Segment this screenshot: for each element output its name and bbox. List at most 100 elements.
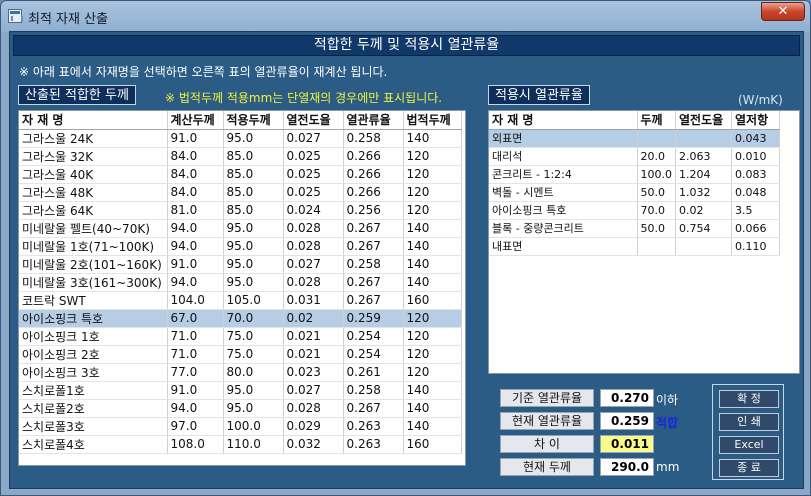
table-cell: 75.0: [223, 327, 284, 346]
table-row[interactable]: 블록 - 중량콘크리트 50.0 0.754 0.066: [489, 219, 780, 238]
legal-thickness-note: ※ 법적두께 적용mm는 단열재의 경우에만 표시됩니다.: [165, 91, 443, 105]
table-cell: 140: [403, 219, 462, 238]
table-cell: 스치로폴1호: [19, 381, 168, 400]
table-cell: 0.267: [343, 237, 404, 256]
table-cell: 120: [403, 183, 462, 202]
base-u-value-label: 기준 열관류율: [500, 389, 594, 407]
table-cell: 1.032: [675, 183, 732, 202]
table-cell: 95.0: [223, 129, 284, 148]
table-cell: 0.027: [283, 381, 344, 400]
table-row[interactable]: 벽돌 - 시멘트 50.0 1.032 0.048: [489, 183, 780, 202]
table-row[interactable]: 아이소핑크 1호 71.0 75.0 0.021 0.254 120: [19, 327, 462, 346]
table-row[interactable]: 미네랄울 3호(161~300K) 94.0 95.0 0.028 0.267 140: [19, 273, 462, 292]
thickness-unit: mm: [656, 460, 680, 474]
table-cell: 0.021: [283, 327, 344, 346]
column-header[interactable]: 열저항: [731, 111, 780, 130]
table-cell: 95.0: [223, 219, 284, 238]
table-cell: 0.754: [675, 219, 732, 238]
table-row[interactable]: 그라스울 24K 91.0 95.0 0.027 0.258 140: [19, 129, 462, 148]
table-cell: 84.0: [167, 165, 224, 184]
table-row[interactable]: 그라스울 48K 84.0 85.0 0.025 0.266 120: [19, 183, 462, 202]
base-u-value-suffix: 이하: [656, 393, 679, 407]
table-row[interactable]: 스치로폴2호 94.0 95.0 0.028 0.267 140: [19, 399, 462, 418]
table-cell: 콘크리트 - 1:2:4: [489, 165, 638, 184]
table-cell: 100.0: [223, 417, 284, 436]
client-area: 적합한 두께 및 적용시 열관류율 ※ 아래 표에서 자재명을 선택하면 오른쪽…: [9, 31, 804, 489]
table-row[interactable]: 미네랄울 2호(101~160K) 91.0 95.0 0.027 0.258 140: [19, 255, 462, 274]
table-row[interactable]: 그라스울 64K 81.0 85.0 0.024 0.256 120: [19, 201, 462, 220]
table-row[interactable]: 아이소핑크 2호 71.0 75.0 0.021 0.254 120: [19, 345, 462, 364]
column-header[interactable]: 두께: [637, 111, 676, 130]
table-cell: 120: [403, 345, 462, 364]
column-header[interactable]: 열전도율: [675, 111, 732, 130]
table-cell: 0.263: [343, 435, 404, 454]
current-u-value-label: 현재 열관류율: [500, 412, 594, 430]
column-header[interactable]: 적용두께: [223, 111, 284, 130]
column-header[interactable]: 법적두께: [403, 111, 462, 130]
table-row[interactable]: 아이소핑크 3호 77.0 80.0 0.023 0.261 120: [19, 363, 462, 382]
table-cell: 0.031: [283, 291, 344, 310]
table-cell: 67.0: [167, 309, 224, 328]
table-cell: 0.254: [343, 327, 404, 346]
table-cell: 0.266: [343, 147, 404, 166]
table-cell: 외표면: [489, 129, 638, 148]
close-button[interactable]: ✕: [761, 2, 805, 21]
confirm-button[interactable]: 확 정: [719, 390, 779, 408]
table-cell: 그라스울 64K: [19, 201, 168, 220]
table-row[interactable]: 스치로폴1호 91.0 95.0 0.027 0.258 140: [19, 381, 462, 400]
table-row[interactable]: 미네랄울 1호(71~100K) 94.0 95.0 0.028 0.267 140: [19, 237, 462, 256]
table-row[interactable]: 내표면 0.110: [489, 237, 780, 256]
table-cell: 80.0: [223, 363, 284, 382]
current-thickness-label: 현재 두께: [500, 458, 594, 476]
table-row[interactable]: 외표면 0.043: [489, 129, 780, 148]
compliance-status: 적합: [656, 416, 679, 430]
table-row[interactable]: 아이소핑크 특호 67.0 70.0 0.02 0.259 120: [19, 309, 462, 328]
table-cell: 3.5: [731, 201, 780, 220]
table-cell: 0.267: [343, 219, 404, 238]
table-cell: 스치로폴2호: [19, 399, 168, 418]
excel-button[interactable]: Excel: [719, 436, 779, 454]
table-row[interactable]: 아이소핑크 특호 70.0 0.02 3.5: [489, 201, 780, 220]
table-cell: 0.024: [283, 201, 344, 220]
column-header[interactable]: 자 재 명: [489, 111, 638, 130]
table-cell: 0.263: [343, 417, 404, 436]
table-cell: 71.0: [167, 327, 224, 346]
table-cell: 0.027: [283, 129, 344, 148]
table-row[interactable]: 스치로폴3호 97.0 100.0 0.029 0.263 140: [19, 417, 462, 436]
table-cell: 0.083: [731, 165, 780, 184]
table-cell: 85.0: [223, 201, 284, 220]
table-row[interactable]: 코트락 SWT 104.0 105.0 0.031 0.267 160: [19, 291, 462, 310]
table-cell: 아이소핑크 2호: [19, 345, 168, 364]
left-section-label: 산출된 적합한 두께: [18, 85, 136, 105]
column-header[interactable]: 열전도율: [283, 111, 344, 130]
table-cell: 95.0: [223, 237, 284, 256]
column-header[interactable]: 자 재 명: [19, 111, 168, 130]
table-cell: 110.0: [223, 435, 284, 454]
table-cell: 그라스울 48K: [19, 183, 168, 202]
table-cell: 160: [403, 435, 462, 454]
column-header[interactable]: 열관류율: [343, 111, 404, 130]
table-cell: 108.0: [167, 435, 224, 454]
layer-table-panel[interactable]: 자 재 명 두께 열전도율 열저항 외표면 0.043 대리석 20.0 2.063 0.010…: [488, 110, 800, 374]
table-row[interactable]: 미네랄울 펠트(40~70K) 94.0 95.0 0.028 0.267 140: [19, 219, 462, 238]
table-cell: 그라스울 32K: [19, 147, 168, 166]
table-row[interactable]: 그라스울 32K 84.0 85.0 0.025 0.266 120: [19, 147, 462, 166]
table-cell: 아이소핑크 3호: [19, 363, 168, 382]
table-row[interactable]: 그라스울 40K 84.0 85.0 0.025 0.266 120: [19, 165, 462, 184]
action-button-group: 확 정 인 쇄 Excel 종 료: [712, 384, 784, 480]
table-cell: 코트락 SWT: [19, 291, 168, 310]
table-row[interactable]: 스치로폴4호 108.0 110.0 0.032 0.263 160: [19, 435, 462, 454]
exit-button[interactable]: 종 료: [719, 459, 779, 477]
table-cell: 70.0: [223, 309, 284, 328]
table-cell: 0.025: [283, 183, 344, 202]
table-cell: 120: [403, 165, 462, 184]
table-cell: 0.025: [283, 147, 344, 166]
column-header[interactable]: 계산두께: [167, 111, 224, 130]
table-cell: 97.0: [167, 417, 224, 436]
title-bar[interactable]: 최적 자재 산출 ✕: [1, 1, 810, 31]
print-button[interactable]: 인 쇄: [719, 413, 779, 431]
table-row[interactable]: 콘크리트 - 1:2:4 100.0 1.204 0.083: [489, 165, 780, 184]
table-row[interactable]: 대리석 20.0 2.063 0.010: [489, 147, 780, 166]
material-table-panel[interactable]: 자 재 명 계산두께 적용두께 열전도율 열관류율 법적두께 그라스울 24K 91.0 95…: [18, 110, 466, 466]
